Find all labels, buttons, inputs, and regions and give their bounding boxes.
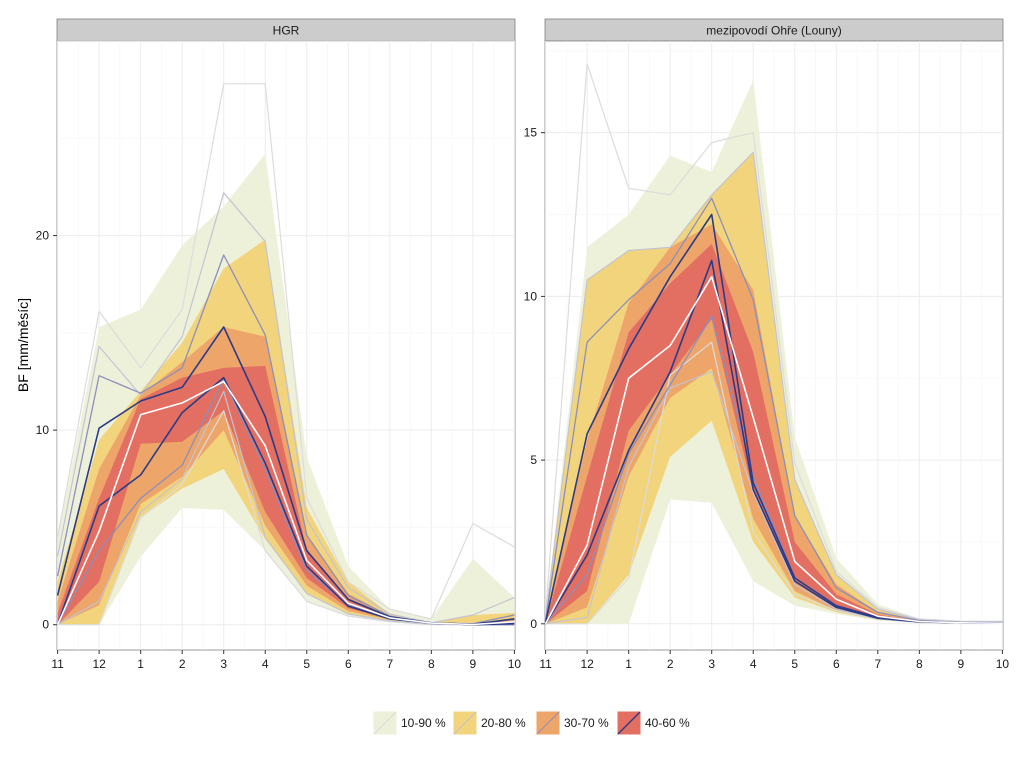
x-tick-label: 4	[750, 657, 757, 671]
x-tick-label: 10	[508, 657, 522, 671]
x-tick-label: 1	[137, 657, 144, 671]
x-tick-label: 2	[179, 657, 186, 671]
bands-ohre-louny	[545, 80, 1003, 624]
legend-key-line-30-70	[536, 711, 560, 735]
band-40-60-hgr	[57, 365, 515, 625]
legend-key-line-20-80	[453, 711, 477, 735]
legend-label-10-90: 10-90 %	[401, 716, 446, 730]
series-line-u20-hgr	[57, 192, 515, 624]
x-tick-label: 12	[92, 657, 106, 671]
x-tick-label: 11	[51, 657, 64, 671]
x-ticks-hgr: 11 12 1 2 3 4 5 6 7 8 9 10	[51, 650, 521, 671]
y-axis-title: BF [mm/měsíc]	[15, 298, 31, 392]
lines-ohre-louny	[544, 63, 1003, 625]
x-tick-label: 8	[428, 657, 435, 671]
x-tick-label: 6	[833, 657, 840, 671]
y-ticks-ohre-louny: 0 5 10 15	[524, 126, 545, 631]
x-tick-label: 5	[303, 657, 310, 671]
strip-title-hgr: HGR	[273, 24, 300, 38]
x-tick-label: 10	[996, 657, 1010, 671]
x-tick-label: 6	[345, 657, 352, 671]
median-line-ohre-louny	[544, 275, 1003, 625]
x-tick-label: 11	[539, 657, 552, 671]
x-tick-label: 3	[220, 657, 227, 671]
series-line-l20-hgr	[57, 390, 515, 626]
x-tick-label: 4	[262, 657, 269, 671]
series-line-u10-hgr	[57, 83, 515, 620]
y-tick-label: 0	[530, 617, 537, 631]
y-tick-label: 15	[524, 126, 538, 140]
series-line-u10-ohre-louny	[545, 63, 1003, 622]
x-ticks-ohre-louny: 11 12 1 2 3 4 5 6 7 8 9 10	[539, 650, 1009, 671]
x-tick-label: 9	[470, 657, 477, 671]
x-tick-label: 1	[625, 657, 632, 671]
y-tick-label: 0	[42, 618, 49, 632]
legend-key-line-10-90	[373, 711, 397, 735]
band-40-60-ohre-louny	[545, 244, 1003, 624]
x-tick-label: 8	[916, 657, 923, 671]
lines-hgr	[56, 83, 515, 626]
x-tick-label: 9	[958, 657, 965, 671]
strip-title-ohre-louny: mezipovodí Ohře (Louny)	[706, 24, 841, 38]
y-tick-label: 20	[36, 229, 50, 243]
series-line-u30-ohre-louny	[544, 197, 1003, 624]
x-tick-label: 12	[580, 657, 594, 671]
legend-label-40-60: 40-60 %	[645, 716, 690, 730]
median-line-hgr	[56, 380, 515, 626]
y-ticks-hgr: 0 10 20	[36, 229, 57, 632]
x-tick-label: 7	[386, 657, 393, 671]
x-tick-label: 7	[874, 657, 881, 671]
legend-key-line-40-60	[617, 711, 641, 735]
x-tick-label: 2	[667, 657, 674, 671]
x-tick-label: 5	[791, 657, 798, 671]
legend: 10-90 % 20-80 % 30-70 % 40-60 %	[372, 710, 690, 736]
y-tick-label: 10	[524, 289, 538, 303]
x-tick-label: 3	[708, 657, 715, 671]
legend-label-20-80: 20-80 %	[481, 716, 526, 730]
y-tick-label: 10	[36, 423, 50, 437]
y-tick-label: 5	[530, 453, 537, 467]
legend-label-30-70: 30-70 %	[564, 716, 609, 730]
